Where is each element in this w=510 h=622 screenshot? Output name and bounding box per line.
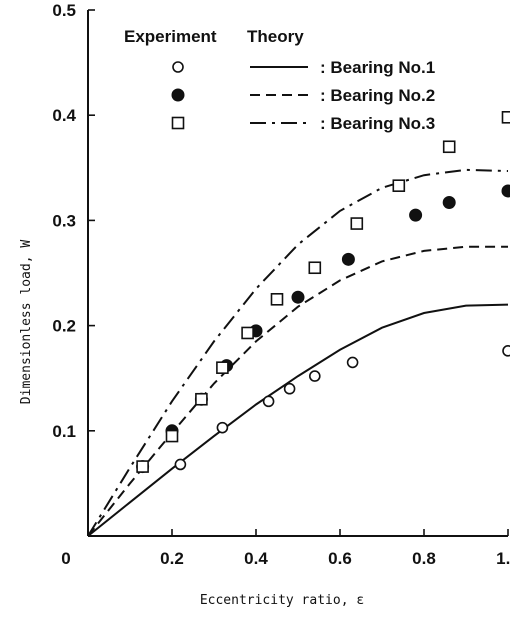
data-point-bearing-3 bbox=[216, 361, 229, 374]
y-tick-label: 0.2 bbox=[52, 317, 76, 336]
data-point-bearing-1 bbox=[502, 345, 510, 357]
data-point-bearing-1 bbox=[283, 382, 296, 395]
data-point-bearing-3 bbox=[392, 179, 406, 192]
experiment-points bbox=[136, 111, 510, 474]
data-point-bearing-3 bbox=[442, 140, 456, 154]
data-point-bearing-2 bbox=[442, 196, 456, 210]
legend-marker-bearing-3 bbox=[171, 116, 185, 130]
legend-label-bearing-3: : Bearing No.3 bbox=[320, 114, 435, 133]
data-point-bearing-1 bbox=[262, 395, 275, 408]
data-point-bearing-3 bbox=[270, 292, 284, 306]
data-point-bearing-3 bbox=[350, 217, 364, 230]
data-point-bearing-3 bbox=[501, 111, 510, 124]
data-point-bearing-1 bbox=[346, 356, 359, 369]
legend-marker-bearing-2 bbox=[171, 88, 185, 102]
legend: Experiment Theory : Bearing No.1 : Beari… bbox=[124, 27, 435, 133]
data-point-bearing-3 bbox=[195, 392, 208, 406]
data-point-bearing-2 bbox=[341, 252, 355, 266]
data-point-bearing-3 bbox=[165, 429, 179, 443]
theory-line-bearing-2 bbox=[87, 245, 508, 537]
data-point-bearing-1 bbox=[308, 370, 321, 382]
data-point-bearing-2 bbox=[501, 184, 510, 198]
theory-line-bearing-3 bbox=[87, 168, 509, 537]
legend-label-bearing-1: : Bearing No.1 bbox=[320, 58, 435, 77]
y-tick-label: 0.3 bbox=[52, 211, 76, 230]
x-axis-title: Eccentricity ratio, ε bbox=[200, 593, 364, 608]
ticks-group: 0 0.2 0.4 0.6 0.8 1.0 0.1 0.2 0.3 0.4 0.5 bbox=[52, 1, 510, 568]
x-tick-label: 0.6 bbox=[328, 549, 352, 568]
theory-line-bearing-1 bbox=[87, 303, 509, 537]
plot-frame-group bbox=[87, 10, 508, 537]
data-point-bearing-3 bbox=[308, 261, 322, 275]
data-point-bearing-1 bbox=[216, 421, 229, 434]
data-point-bearing-3 bbox=[136, 460, 149, 473]
data-point-bearing-2 bbox=[291, 290, 305, 304]
y-axis-title: Dimensionless load, W bbox=[19, 240, 34, 405]
x-tick-label: 0.8 bbox=[412, 549, 436, 568]
legend-marker-bearing-1 bbox=[172, 61, 184, 73]
x-tick-label: 1.0 bbox=[496, 549, 510, 568]
x-tick-label: 0.4 bbox=[244, 549, 268, 568]
legend-experiment-header: Experiment bbox=[124, 27, 217, 46]
x-tick-label: 0 bbox=[61, 549, 70, 568]
x-tick-label: 0.2 bbox=[160, 549, 184, 568]
legend-label-bearing-2: : Bearing No.2 bbox=[320, 86, 435, 105]
y-tick-label: 0.1 bbox=[52, 422, 76, 441]
legend-theory-header: Theory bbox=[247, 27, 304, 46]
data-point-bearing-2 bbox=[409, 208, 423, 222]
y-tick-label: 0.4 bbox=[52, 106, 76, 125]
y-tick-label: 0.5 bbox=[52, 1, 76, 20]
theory-lines bbox=[87, 168, 509, 537]
data-point-bearing-1 bbox=[174, 458, 187, 471]
data-point-bearing-3 bbox=[241, 326, 254, 340]
